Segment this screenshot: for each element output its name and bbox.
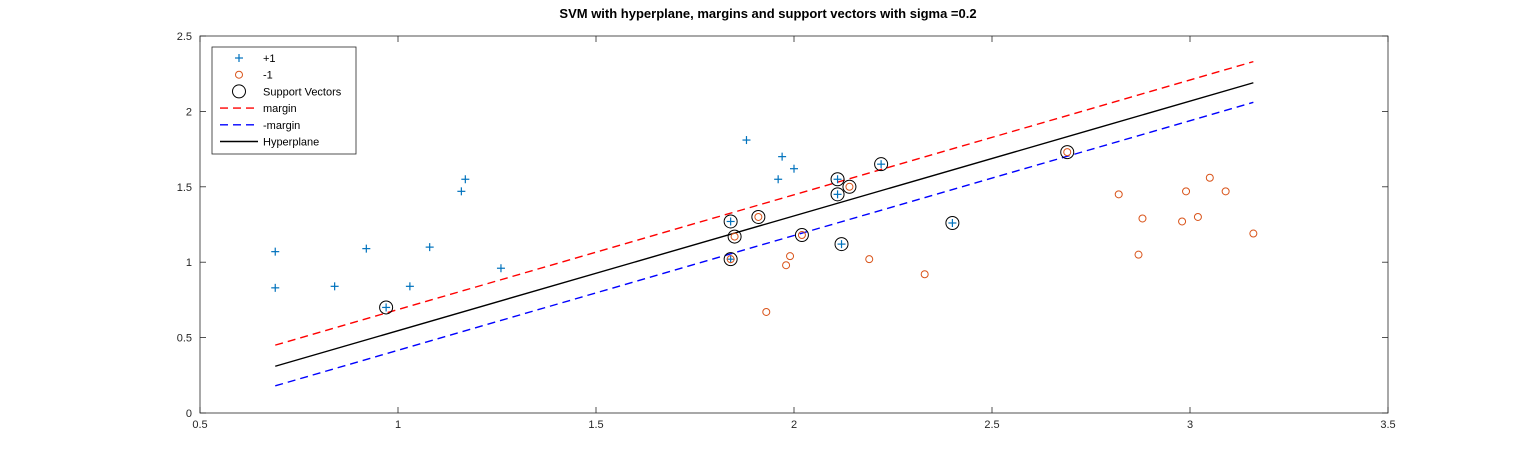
circle-point-14 xyxy=(1178,217,1187,226)
x-tick-label-5: 3 xyxy=(1187,419,1193,431)
y-tick-label-1: 0.5 xyxy=(177,333,192,345)
plus-point-5 xyxy=(405,282,414,291)
plus-point-16 xyxy=(833,175,842,184)
legend-label-5: Hyperplane xyxy=(263,137,319,149)
legend: +1 -1 Support Vectors margin -margin Hyperpla… xyxy=(211,46,357,155)
plus-point-19 xyxy=(877,160,886,169)
x-tick-label-2: 1.5 xyxy=(588,419,603,431)
support-vector-11 xyxy=(945,215,960,230)
plus-point-0 xyxy=(271,247,280,256)
circle-point-18 xyxy=(1221,187,1230,196)
plus-point-11 xyxy=(726,255,735,264)
support-vector-8 xyxy=(834,237,849,252)
circle-point-15 xyxy=(1182,187,1191,196)
legend-label-0: +1 xyxy=(263,53,276,65)
plus-point-20 xyxy=(948,218,957,227)
chart-title: SVM with hyperplane, margins and support… xyxy=(559,6,976,21)
circle-point-12 xyxy=(1134,250,1143,259)
y-tick-label-3: 1.5 xyxy=(177,182,192,194)
support-vector-10 xyxy=(874,157,889,172)
plus-point-3 xyxy=(362,244,371,253)
y-tick-label-4: 2 xyxy=(186,106,192,118)
legend-label-3: margin xyxy=(263,103,297,115)
plus-point-17 xyxy=(833,190,842,199)
x-tick-label-4: 2.5 xyxy=(984,419,999,431)
circle-point-5 xyxy=(786,252,795,261)
support-vector-5 xyxy=(794,228,809,243)
plus-point-9 xyxy=(496,264,505,273)
circle-point-6 xyxy=(797,231,806,240)
support-vector-1 xyxy=(723,214,738,229)
plus-point-7 xyxy=(457,187,466,196)
support-vector-7 xyxy=(830,187,845,202)
circle-point-0 xyxy=(726,255,735,264)
support-vector-0 xyxy=(379,300,394,315)
legend-label-1: -1 xyxy=(263,70,273,82)
support-vector-6 xyxy=(830,172,845,187)
series-line-4 xyxy=(275,101,1254,387)
circle-point-19 xyxy=(1249,229,1258,238)
support-vector-3 xyxy=(727,229,742,244)
y-tick-label-5: 2.5 xyxy=(177,31,192,43)
circle-point-1 xyxy=(730,232,739,241)
circle-point-10 xyxy=(1063,148,1072,157)
legend-circle xyxy=(235,70,243,79)
plus-point-1 xyxy=(271,283,280,292)
y-tick-label-0: 0 xyxy=(186,408,192,420)
plus-point-13 xyxy=(774,175,783,184)
legend-box xyxy=(211,46,357,155)
plus-point-12 xyxy=(742,136,751,145)
plus-point-4 xyxy=(382,303,391,312)
circle-point-16 xyxy=(1193,212,1202,221)
x-tick-label-3: 2 xyxy=(791,419,797,431)
circle-point-13 xyxy=(1138,214,1147,223)
circle-point-8 xyxy=(865,255,874,264)
circle-point-3 xyxy=(762,307,771,316)
plus-point-6 xyxy=(425,243,434,252)
legend-support-circle xyxy=(232,84,246,99)
series-line-5 xyxy=(275,82,1254,367)
circle-point-17 xyxy=(1205,173,1214,182)
circle-point-7 xyxy=(845,182,854,191)
plus-point-14 xyxy=(778,152,787,161)
support-vector-9 xyxy=(842,179,857,194)
support-vector-2 xyxy=(723,252,738,267)
legend-label-4: -margin xyxy=(263,120,300,132)
circle-point-11 xyxy=(1114,190,1123,199)
plus-point-8 xyxy=(461,175,470,184)
plus-point-10 xyxy=(726,217,735,226)
circle-point-9 xyxy=(920,270,929,279)
plot-background xyxy=(200,36,1388,413)
plus-point-15 xyxy=(790,164,798,173)
series-line-3 xyxy=(275,60,1254,346)
axes: 0.5 1 1.5 2 2.5 3 3.500.511.522.5 xyxy=(177,31,1396,431)
plus-point-18 xyxy=(837,240,846,249)
support-vector-4 xyxy=(751,209,766,224)
x-tick-label-0: 0.5 xyxy=(192,419,207,431)
support-vector-12 xyxy=(1060,145,1075,160)
plot-area xyxy=(200,36,1388,413)
plus-point-2 xyxy=(330,282,339,291)
x-tick-label-6: 3.5 xyxy=(1380,419,1395,431)
circle-point-2 xyxy=(754,212,763,221)
y-tick-label-2: 1 xyxy=(186,257,192,269)
circle-point-4 xyxy=(782,261,791,270)
legend-label-2: Support Vectors xyxy=(263,86,342,98)
x-tick-label-1: 1 xyxy=(395,419,401,431)
